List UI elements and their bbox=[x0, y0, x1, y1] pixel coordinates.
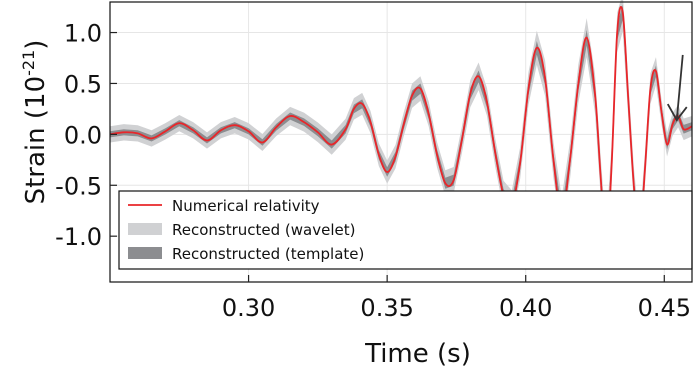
x-tick-label: 0.45 bbox=[638, 294, 691, 322]
y-tick-label: -0.5 bbox=[55, 172, 102, 200]
y-axis-title-prefix: Strain (10 bbox=[21, 76, 51, 205]
annotation-arrow-shaft bbox=[675, 54, 684, 121]
annotation-arrow-head bbox=[666, 103, 688, 122]
y-axis-title-exponent: -21 bbox=[19, 50, 38, 76]
y-tick-label: -1.0 bbox=[55, 223, 102, 251]
legend: Numerical relativity Reconstructed (wave… bbox=[118, 190, 693, 270]
legend-label-numerical-relativity: Numerical relativity bbox=[172, 197, 320, 215]
y-tick-label: 0.5 bbox=[64, 70, 102, 98]
x-tick-label: 0.40 bbox=[499, 294, 552, 322]
y-tick-label: 1.0 bbox=[64, 20, 102, 48]
legend-box bbox=[118, 190, 693, 270]
y-tick-label: 0.0 bbox=[64, 121, 102, 149]
legend-swatch-template bbox=[128, 247, 162, 259]
annotation-arrow bbox=[666, 54, 688, 122]
plot-frame bbox=[109, 1, 693, 283]
legend-swatch-wavelet bbox=[128, 223, 162, 235]
y-axis: 1.0 0.5 0.0 -0.5 -1.0 bbox=[55, 20, 117, 251]
x-tick-label: 0.30 bbox=[222, 294, 275, 322]
band-template bbox=[110, 4, 692, 257]
y-axis-title: Strain (10-21) bbox=[19, 40, 51, 205]
x-axis-title: Time (s) bbox=[364, 339, 471, 369]
legend-label-template: Reconstructed (template) bbox=[172, 245, 364, 263]
y-axis-title-suffix: ) bbox=[21, 40, 51, 50]
series-line-numerical-relativity bbox=[109, 6, 693, 250]
x-axis: 0.30 0.35 0.40 0.45 bbox=[222, 275, 691, 322]
legend-label-wavelet: Reconstructed (wavelet) bbox=[172, 221, 355, 239]
x-tick-label: 0.35 bbox=[360, 294, 413, 322]
